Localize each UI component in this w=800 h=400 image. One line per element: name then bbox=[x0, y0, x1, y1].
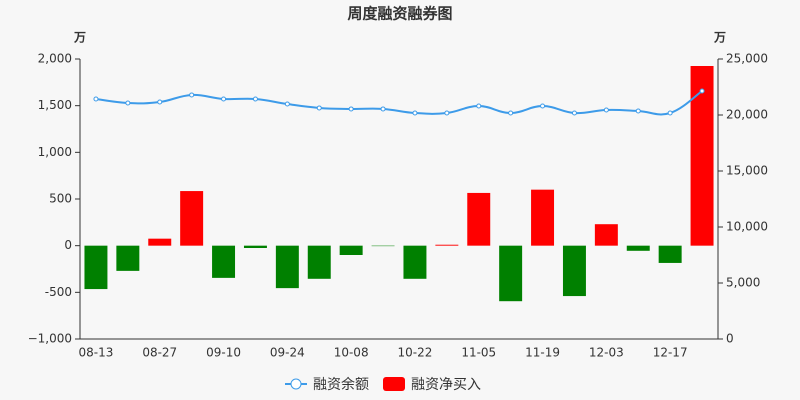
y2-unit: 万 bbox=[713, 31, 726, 45]
y-tick-label: −1,000 bbox=[28, 332, 72, 346]
y-tick-label: 500 bbox=[49, 192, 72, 206]
y-tick-label: -500 bbox=[45, 285, 72, 299]
bar bbox=[658, 245, 682, 263]
y-tick-label: 1,500 bbox=[38, 98, 72, 112]
bar bbox=[307, 245, 331, 279]
y2-tick-label: 10,000 bbox=[726, 220, 768, 234]
point bbox=[635, 108, 641, 114]
bar bbox=[690, 66, 714, 246]
point bbox=[348, 106, 354, 112]
point bbox=[316, 105, 322, 111]
bar bbox=[275, 245, 299, 289]
x-tick-label: 11-05 bbox=[461, 346, 496, 360]
point bbox=[540, 103, 546, 109]
bar bbox=[531, 189, 555, 246]
bar bbox=[626, 245, 650, 251]
legend-icon bbox=[383, 377, 405, 391]
x-tick-label: 09-10 bbox=[206, 346, 241, 360]
y-unit: 万 bbox=[73, 31, 86, 45]
point bbox=[189, 92, 195, 98]
point bbox=[284, 101, 290, 107]
x-tick-label: 12-17 bbox=[653, 346, 688, 360]
y2-tick-label: 5,000 bbox=[726, 276, 760, 290]
bar bbox=[148, 238, 172, 246]
x-tick-label: 09-24 bbox=[270, 346, 305, 360]
point bbox=[603, 107, 609, 113]
bar bbox=[84, 245, 108, 290]
bar bbox=[594, 224, 618, 246]
point bbox=[157, 99, 163, 105]
point bbox=[125, 100, 131, 106]
x-tick-label: 11-19 bbox=[525, 346, 560, 360]
x-tick-label: 12-03 bbox=[589, 346, 624, 360]
bar bbox=[403, 245, 427, 279]
y2-tick-label: 25,000 bbox=[726, 52, 768, 66]
x-tick-label: 10-08 bbox=[334, 346, 369, 360]
bar bbox=[499, 245, 523, 302]
bar bbox=[562, 245, 586, 297]
x-tick-label: 10-22 bbox=[398, 346, 433, 360]
y2-tick-label: 20,000 bbox=[726, 108, 768, 122]
point bbox=[412, 110, 418, 116]
x-tick-label: 08-13 bbox=[79, 346, 114, 360]
legend-label: 融资余额 bbox=[313, 376, 369, 393]
point bbox=[508, 110, 514, 116]
line bbox=[95, 90, 703, 116]
point bbox=[571, 110, 577, 116]
point bbox=[444, 110, 450, 116]
legend-icon bbox=[290, 378, 302, 390]
point bbox=[699, 88, 705, 94]
y-tick-label: 2,000 bbox=[38, 52, 72, 66]
point bbox=[221, 96, 227, 102]
bar bbox=[339, 245, 363, 255]
point bbox=[667, 110, 673, 116]
bar bbox=[116, 245, 140, 271]
bar bbox=[243, 245, 267, 248]
legend-label: 融资净买入 bbox=[411, 377, 481, 393]
y2-tick-label: 0 bbox=[726, 332, 734, 346]
point bbox=[252, 96, 258, 102]
y-tick-label: 1,000 bbox=[38, 145, 72, 159]
bar bbox=[467, 192, 491, 246]
bar bbox=[212, 245, 236, 278]
chart-title: 周度融资融券图 bbox=[347, 5, 452, 23]
y2-tick-label: 15,000 bbox=[726, 164, 768, 178]
point bbox=[93, 96, 99, 102]
x-tick-label: 08-27 bbox=[142, 346, 177, 360]
point bbox=[380, 106, 386, 112]
bar bbox=[435, 244, 459, 246]
y-tick-label: 0 bbox=[64, 238, 72, 252]
bar bbox=[180, 191, 204, 246]
point bbox=[476, 103, 482, 109]
